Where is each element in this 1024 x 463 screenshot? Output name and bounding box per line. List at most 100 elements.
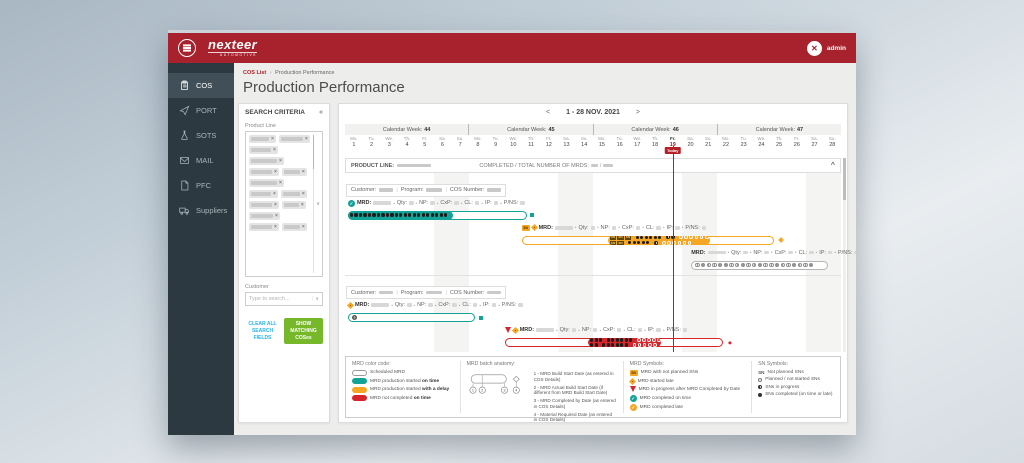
product-line-tag[interactable]: × bbox=[249, 190, 278, 198]
remove-tag-icon[interactable]: × bbox=[300, 202, 304, 208]
file-icon bbox=[179, 180, 190, 191]
product-line-tag[interactable]: × bbox=[249, 223, 279, 231]
day-cell-25[interactable]: Th. 25 bbox=[775, 136, 783, 148]
next-period-button[interactable]: > bbox=[635, 109, 640, 116]
remove-tag-icon[interactable]: × bbox=[274, 224, 277, 230]
day-cell-27[interactable]: Sa. 27 bbox=[811, 136, 818, 148]
collapse-group-icon[interactable]: ^ bbox=[830, 162, 835, 169]
clipboard-icon bbox=[179, 80, 190, 91]
hamburger-menu-button[interactable] bbox=[178, 39, 196, 57]
redacted-value bbox=[452, 303, 457, 307]
day-cell-11[interactable]: Th. 11 bbox=[527, 136, 535, 148]
remove-tag-icon[interactable]: × bbox=[279, 180, 282, 186]
product-line-tag[interactable]: × bbox=[249, 179, 284, 187]
legend-item: MRD production started with a delay bbox=[352, 386, 454, 393]
product-line-tag[interactable]: × bbox=[249, 146, 278, 154]
sidebar-item-suppliers[interactable]: Suppliers bbox=[168, 198, 234, 223]
product-line-tag[interactable]: × bbox=[249, 201, 279, 209]
remove-tag-icon[interactable]: × bbox=[273, 147, 276, 153]
day-cell-21[interactable]: Su. 21 bbox=[704, 136, 712, 148]
day-cell-23[interactable]: Tu. 23 bbox=[740, 136, 747, 148]
day-cell-2[interactable]: Tu. 2 bbox=[368, 136, 375, 148]
day-cell-28[interactable]: Su. 28 bbox=[828, 136, 836, 148]
chevron-down-icon[interactable]: ∨ bbox=[316, 201, 320, 207]
sidebar-item-port[interactable]: PORT bbox=[168, 98, 234, 123]
product-line-tag[interactable]: × bbox=[249, 212, 280, 220]
mrd-bar[interactable]: SN SN SN SN SN bbox=[345, 235, 841, 246]
product-line-tag[interactable]: × bbox=[249, 168, 279, 176]
product-line-tag[interactable]: × bbox=[281, 201, 306, 209]
remove-tag-icon[interactable]: × bbox=[273, 191, 276, 197]
day-cell-18[interactable]: Th. 18 bbox=[651, 136, 659, 148]
day-cell-19[interactable]: Fr. 19 bbox=[669, 136, 676, 148]
remove-tag-icon[interactable]: × bbox=[279, 158, 282, 164]
day-cell-7[interactable]: Su. 7 bbox=[456, 136, 464, 148]
gantt-scrollbar[interactable] bbox=[843, 158, 846, 352]
day-cell-20[interactable]: Sa. 20 bbox=[687, 136, 694, 148]
sidebar-item-sots[interactable]: SOTS bbox=[168, 123, 234, 148]
legend: MRD color code: Scheduled MRD MRD product… bbox=[345, 356, 841, 422]
day-cell-17[interactable]: We. 17 bbox=[633, 136, 642, 148]
redacted-value bbox=[251, 203, 272, 207]
remove-tag-icon[interactable]: × bbox=[304, 136, 308, 142]
day-cell-15[interactable]: Mo. 15 bbox=[598, 136, 606, 148]
day-cell-3[interactable]: We. 3 bbox=[385, 136, 394, 148]
day-cell-26[interactable]: Fr. 26 bbox=[793, 136, 800, 148]
user-avatar-icon[interactable] bbox=[806, 40, 822, 56]
redacted-value bbox=[397, 163, 432, 168]
mrd-bar[interactable] bbox=[345, 337, 841, 348]
remove-tag-icon[interactable]: × bbox=[274, 169, 277, 175]
day-cell-1[interactable]: Mo. 1 bbox=[350, 136, 358, 148]
breadcrumb-link-cos-list[interactable]: COS List bbox=[243, 70, 267, 76]
day-cell-4[interactable]: Th. 4 bbox=[403, 136, 411, 148]
product-line-tag[interactable]: × bbox=[278, 135, 310, 143]
legend-item: ✓ MRD completed on time bbox=[629, 394, 692, 402]
prev-period-button[interactable]: < bbox=[546, 109, 551, 116]
day-cell-22[interactable]: Mo. 22 bbox=[722, 136, 730, 148]
day-cell-9[interactable]: Tu. 9 bbox=[492, 136, 499, 148]
day-cell-13[interactable]: Sa. 13 bbox=[563, 136, 570, 148]
collapse-panel-icon[interactable]: « bbox=[319, 109, 323, 116]
remove-tag-icon[interactable]: × bbox=[274, 202, 277, 208]
legend-item: SNs completed (on time or late) bbox=[758, 392, 834, 397]
mrd-info-line: MRD: • Qty: • NP: • CxP: • CL: • IP: • P/NS: bbox=[345, 326, 841, 336]
remove-tag-icon[interactable]: × bbox=[301, 169, 305, 175]
multiselect-scrollbar[interactable] bbox=[312, 135, 314, 273]
sidebar-item-pfc[interactable]: PFC bbox=[168, 173, 234, 198]
mrd-bar[interactable] bbox=[345, 210, 841, 221]
day-cell-16[interactable]: Tu. 16 bbox=[616, 136, 623, 148]
remove-tag-icon[interactable]: × bbox=[275, 213, 278, 219]
day-cell-5[interactable]: Fr. 5 bbox=[422, 136, 428, 148]
customer-search-input[interactable]: Type to search... | ∨ bbox=[245, 292, 323, 306]
legend-item: SNs in progress bbox=[758, 385, 834, 390]
day-cell-24[interactable]: We. 24 bbox=[757, 136, 766, 148]
mrd-info-line: SN MRD: • Qty: • NP: • CxP: • CL: • IP: • P/NS: bbox=[345, 224, 841, 234]
chevron-down-icon[interactable]: ∨ bbox=[315, 296, 319, 302]
product-line-tag[interactable]: × bbox=[281, 168, 307, 176]
day-cell-10[interactable]: We. 10 bbox=[509, 136, 518, 148]
clear-all-search-fields-button[interactable]: CLEAR ALL SEARCH FIELDS bbox=[248, 321, 277, 341]
user-name[interactable]: admin bbox=[826, 44, 846, 52]
product-line-tag[interactable]: × bbox=[249, 157, 284, 165]
product-line-tag[interactable]: × bbox=[280, 190, 307, 198]
product-line-multiselect[interactable]: × × × × × × × × × × × × × × ∨ bbox=[245, 131, 323, 277]
mrd-bar[interactable] bbox=[345, 260, 841, 271]
sidebar-item-cos[interactable]: COS bbox=[168, 73, 234, 98]
remove-tag-icon[interactable]: × bbox=[301, 224, 305, 230]
calendar-week-cell: Calendar Week: 47 bbox=[716, 124, 841, 135]
day-cell-14[interactable]: Su. 14 bbox=[580, 136, 588, 148]
mrd-diamond-marker bbox=[778, 237, 785, 243]
product-line-tag[interactable]: × bbox=[281, 223, 307, 231]
day-cell-8[interactable]: Mo. 8 bbox=[474, 136, 482, 148]
sidebar-item-mail[interactable]: MAIL bbox=[168, 148, 234, 173]
show-matching-coses-button[interactable]: SHOW MATCHING COSes bbox=[284, 318, 323, 345]
day-cell-6[interactable]: Sa. 6 bbox=[439, 136, 446, 148]
remove-tag-icon[interactable]: × bbox=[271, 136, 274, 142]
redacted-value bbox=[426, 188, 443, 192]
day-cell-12[interactable]: Fr. 12 bbox=[545, 136, 552, 148]
remove-tag-icon[interactable]: × bbox=[301, 191, 305, 197]
mrd-pill-swatch-red bbox=[352, 395, 367, 402]
product-line-tag[interactable]: × bbox=[249, 135, 276, 143]
mrd-bar[interactable]: ? bbox=[345, 312, 841, 323]
legend-anatomy-item: 3 - MRD Completed by Date (as entered in… bbox=[533, 398, 616, 409]
